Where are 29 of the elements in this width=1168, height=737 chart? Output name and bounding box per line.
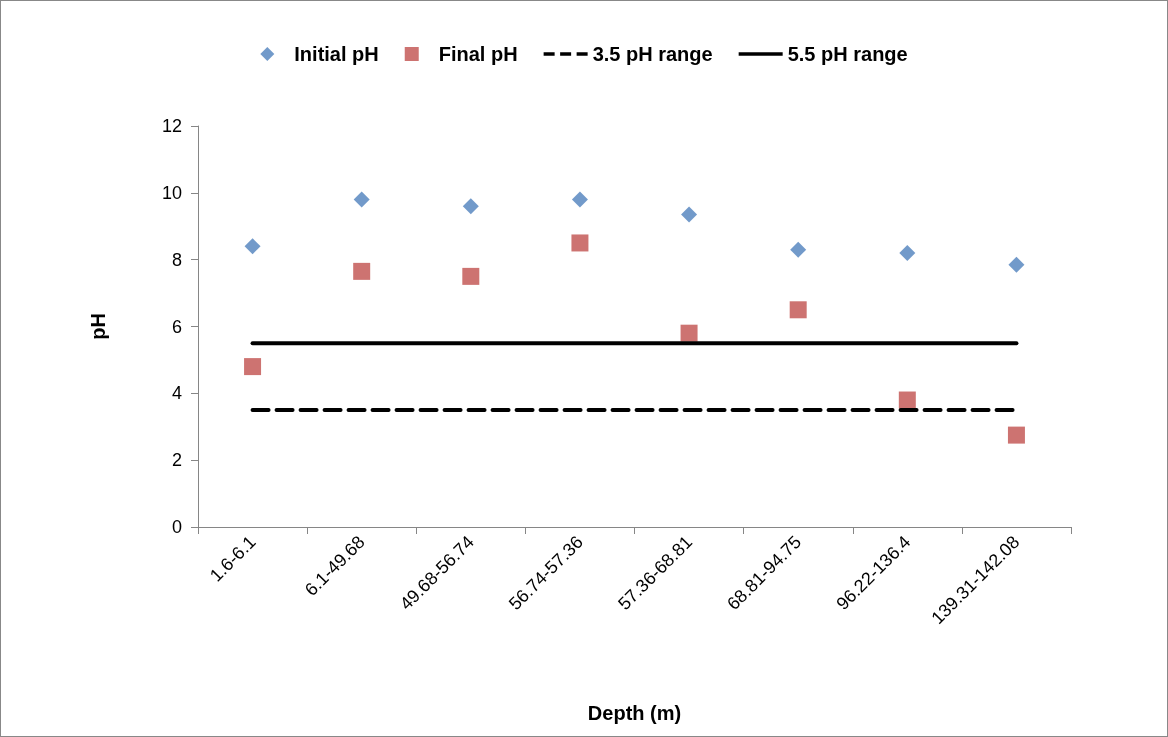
point (1008, 256, 1025, 273)
point (353, 262, 371, 280)
point (790, 241, 807, 258)
y-tick-label: 10 (161, 182, 182, 203)
point (571, 191, 588, 208)
point (462, 198, 479, 215)
y-tick-label: 6 (171, 316, 182, 337)
point (353, 191, 370, 208)
y-tick-label: 0 (171, 517, 182, 537)
x-axis-title: Depth (m) (587, 702, 682, 724)
point (681, 206, 698, 223)
y-tick-label: 8 (171, 249, 182, 270)
legend-label: 5.5 pH range (787, 43, 908, 65)
legend-label: Final pH (438, 43, 518, 65)
point (899, 244, 916, 261)
point (571, 234, 589, 252)
legend-label: 3.5 pH range (592, 43, 713, 65)
point (244, 358, 262, 376)
point (462, 267, 480, 285)
y-tick-label: 2 (171, 450, 182, 471)
point (244, 238, 261, 255)
point (898, 391, 916, 409)
point (789, 301, 807, 319)
legend-label: Initial pH (294, 43, 379, 65)
y-tick-label: 4 (171, 383, 182, 404)
point (1007, 426, 1025, 444)
y-axis-title: pH (87, 313, 109, 340)
point (680, 324, 698, 342)
y-tick-label: 12 (161, 116, 182, 136)
